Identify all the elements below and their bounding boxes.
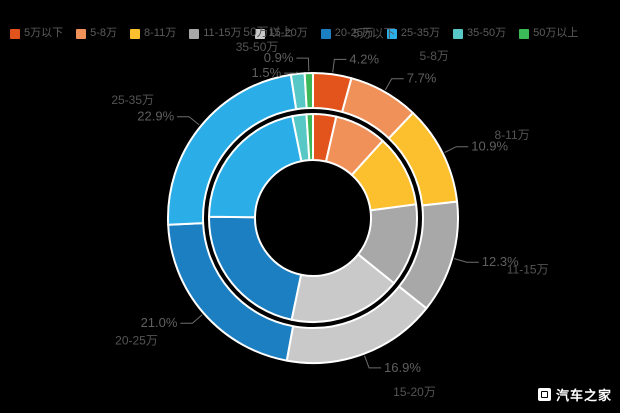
- donut-slice-inner-50万以上[interactable]: [305, 113, 314, 162]
- label-leader-line: [180, 314, 203, 324]
- legend-item-35-50万[interactable]: 35-50万: [452, 27, 507, 39]
- legend-item-20-25万[interactable]: 20-25万: [320, 27, 374, 39]
- legend-item-label: 8-11万: [144, 27, 177, 39]
- category-label-15-20万: 15-20万: [393, 385, 436, 399]
- legend-item-label: 15-20万: [268, 27, 308, 39]
- legend-item-25-35万[interactable]: 25-35万: [386, 27, 440, 39]
- percent-label-8-11万: 10.9%: [471, 139, 508, 154]
- legend-item-50万以上[interactable]: 50万以上: [519, 28, 578, 39]
- category-label-35-50万: 35-50万: [236, 40, 279, 54]
- legend-item-label: 25-35万: [400, 27, 440, 39]
- legend-swatch-icon: [10, 28, 20, 39]
- label-leader-line: [332, 58, 347, 73]
- label-leader-line: [284, 71, 298, 74]
- legend-swatch-icon: [130, 28, 141, 39]
- category-label-20-25万: 20-25万: [115, 333, 158, 347]
- category-label-50万以上: 50万以上: [243, 25, 292, 39]
- legend-swatch-icon: [386, 28, 397, 39]
- percent-label-20-25万: 21.0%: [141, 315, 178, 330]
- category-label-11-15万: 11-15万: [507, 262, 549, 276]
- legend-item-label: 5-8万: [90, 27, 118, 39]
- legend-item-label: 11-15万: [203, 27, 242, 39]
- category-label-25-35万: 25-35万: [111, 93, 154, 107]
- category-label-8-11万: 8-11万: [495, 128, 530, 142]
- legend-swatch-icon: [320, 28, 331, 39]
- legend-swatch-icon: [189, 28, 200, 39]
- category-label-5-8万: 5-8万: [420, 49, 449, 63]
- legend-item-label: 20-25万: [334, 27, 374, 39]
- percent-label-5-8万: 7.7%: [407, 71, 437, 86]
- percent-label-15-20万: 16.9%: [384, 360, 421, 375]
- label-leader-line: [177, 116, 200, 126]
- legend-swatch-icon: [76, 28, 87, 39]
- legend-item-label: 35-50万: [466, 27, 507, 39]
- label-leader-line: [384, 78, 404, 91]
- label-leader-line: [444, 146, 469, 153]
- legend: 5万以下 5-8万 8-11万 11-15万 15-20万 20-25万 25-35万 35-…: [10, 28, 610, 39]
- percent-label-25-35万: 22.9%: [137, 109, 174, 124]
- legend-item-15-20万[interactable]: 15-20万: [254, 27, 308, 39]
- category-label-5万以下: 5万以下: [353, 27, 396, 41]
- legend-item-label: 50万以上: [533, 27, 579, 39]
- legend-swatch-icon: [519, 28, 530, 39]
- watermark-label: 汽车之家: [555, 388, 612, 403]
- legend-item-label: 5万以下: [24, 27, 64, 39]
- autohome-logo-icon: [537, 388, 551, 401]
- label-leader-line: [454, 258, 479, 263]
- autohome-watermark: 汽车之家: [537, 385, 612, 404]
- legend-item-8-11万[interactable]: 8-11万: [130, 28, 176, 39]
- percent-label-11-15万: 12.3%: [482, 254, 519, 269]
- percent-label-5万以下: 4.2%: [349, 51, 379, 66]
- label-leader-line: [364, 355, 382, 369]
- legend-item-11-15万[interactable]: 11-15万: [189, 27, 242, 39]
- percent-label-35-50万: 1.5%: [252, 65, 282, 80]
- percent-label-50万以上: 0.9%: [264, 50, 294, 65]
- donut-slice-outer-50万以上[interactable]: [303, 72, 314, 110]
- label-leader-line: [296, 57, 310, 72]
- legend-item-5-8万[interactable]: 5-8万: [76, 28, 117, 39]
- legend-item-5万以下[interactable]: 5万以下: [10, 28, 63, 39]
- legend-swatch-icon: [452, 28, 463, 39]
- legend-swatch-icon: [254, 28, 265, 39]
